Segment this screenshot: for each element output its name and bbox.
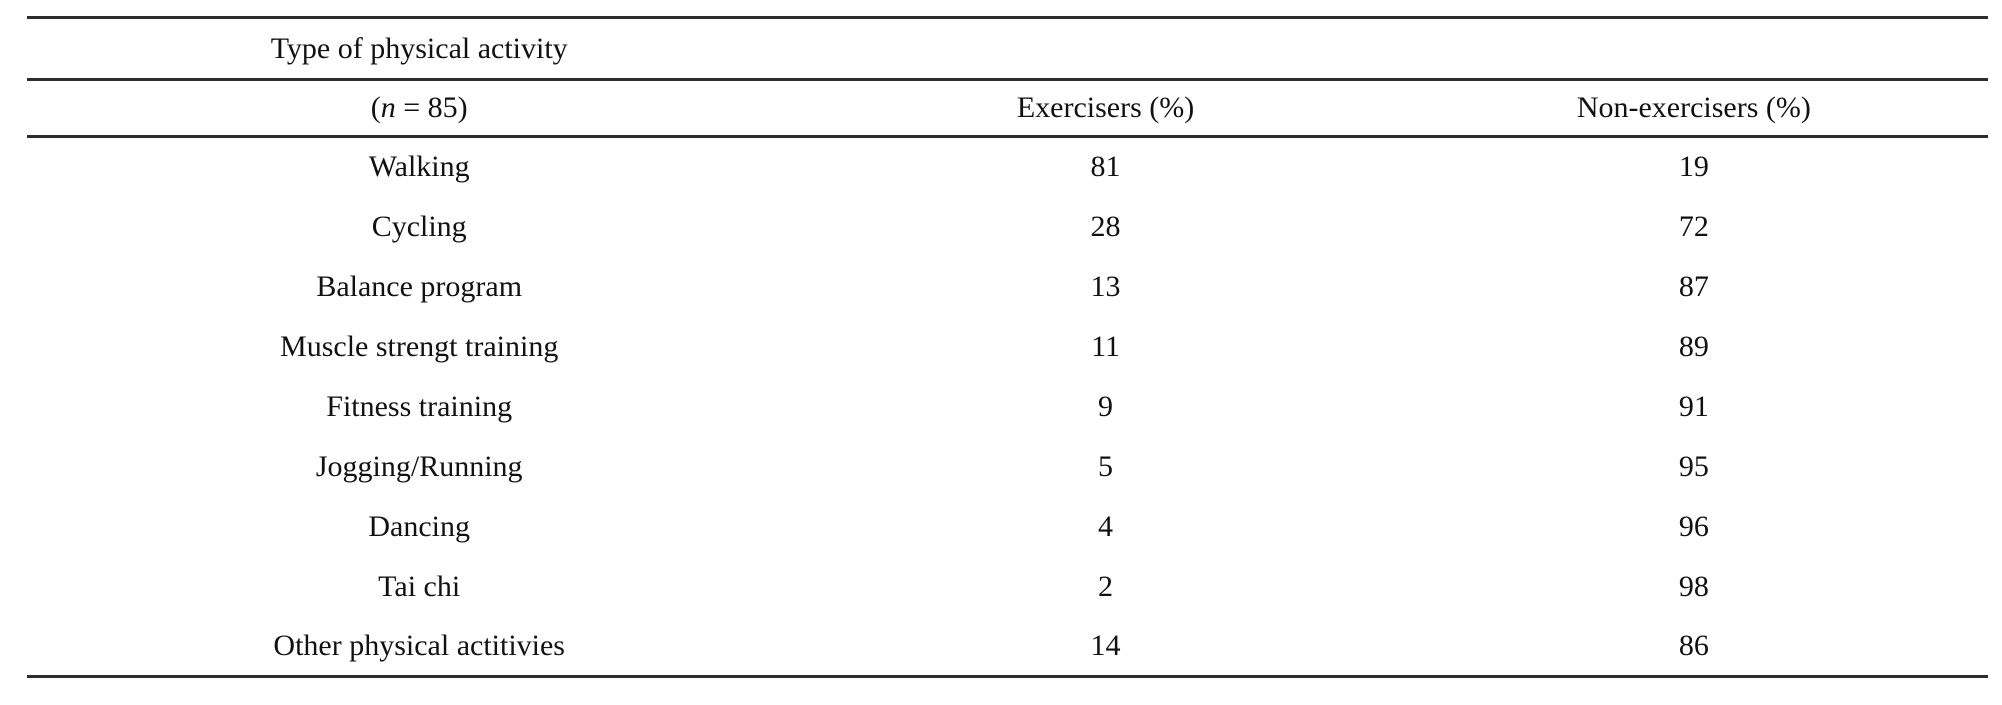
activity-cell: Muscle strengt training <box>280 329 559 363</box>
activity-cell: Tai chi <box>378 569 461 603</box>
non-exercisers-cell: 96 <box>1678 509 1709 543</box>
sample-size-value: = 85) <box>395 91 468 124</box>
exercisers-cell: 13 <box>1090 269 1121 303</box>
table-row: Tai chi 2 98 <box>27 557 1988 617</box>
table-row: Muscle strengt training 11 89 <box>27 317 1988 377</box>
activity-cell: Jogging/Running <box>315 449 523 483</box>
activity-cell: Cycling <box>371 209 467 243</box>
table-body: Walking 81 19 Cycling 28 72 Balance prog… <box>27 137 1988 677</box>
non-exercisers-cell: 72 <box>1678 209 1709 243</box>
header-row-columns: (n = 85) Exercisers (%) Non-exercisers (… <box>27 79 1988 138</box>
header-spacer-1 <box>811 17 1400 81</box>
table-row: Balance program 13 87 <box>27 257 1988 317</box>
exercisers-cell: 11 <box>1091 329 1120 363</box>
non-exercisers-cell: 19 <box>1678 150 1709 184</box>
activity-cell: Walking <box>368 150 470 184</box>
exercisers-cell: 4 <box>1098 509 1114 543</box>
exercisers-cell: 2 <box>1098 569 1114 603</box>
non-exercisers-cell: 98 <box>1678 569 1709 603</box>
table-row: Other physical actitivies 14 86 <box>27 617 1988 677</box>
exercisers-cell: 14 <box>1090 628 1121 662</box>
table-row: Dancing 4 96 <box>27 497 1988 557</box>
table-row: Fitness training 9 91 <box>27 377 1988 437</box>
header-spacer-2 <box>1399 17 1988 81</box>
non-exercisers-cell: 89 <box>1678 329 1709 363</box>
header-non-exercisers: Non-exercisers (%) <box>1399 79 1988 138</box>
header-type-of-activity: Type of physical activity <box>27 17 812 81</box>
activity-cell: Dancing <box>368 509 471 543</box>
table-row: Walking 81 19 <box>27 137 1988 197</box>
header-row-title: Type of physical activity <box>27 17 1988 81</box>
header-exercisers: Exercisers (%) <box>811 79 1400 138</box>
header-sample-size: (n = 85) <box>27 79 812 138</box>
non-exercisers-cell: 86 <box>1678 628 1709 662</box>
exercisers-cell: 81 <box>1090 150 1121 184</box>
table-row: Cycling 28 72 <box>27 197 1988 257</box>
table-row: Jogging/Running 5 95 <box>27 437 1988 497</box>
non-exercisers-cell: 91 <box>1678 389 1709 423</box>
non-exercisers-cell: 87 <box>1678 269 1709 303</box>
sample-size-n-symbol: n <box>380 91 396 124</box>
exercisers-cell: 28 <box>1090 209 1121 243</box>
activity-cell: Other physical actitivies <box>273 628 565 662</box>
activity-cell: Balance program <box>316 269 523 303</box>
physical-activity-table: Type of physical activity (n = 85) Exerc… <box>27 16 1988 678</box>
exercisers-cell: 5 <box>1098 449 1114 483</box>
sample-size-open-paren: ( <box>370 91 381 124</box>
non-exercisers-cell: 95 <box>1678 449 1709 483</box>
activity-cell: Fitness training <box>326 389 513 423</box>
table-header: Type of physical activity (n = 85) Exerc… <box>27 17 1988 138</box>
exercisers-cell: 9 <box>1098 389 1114 423</box>
